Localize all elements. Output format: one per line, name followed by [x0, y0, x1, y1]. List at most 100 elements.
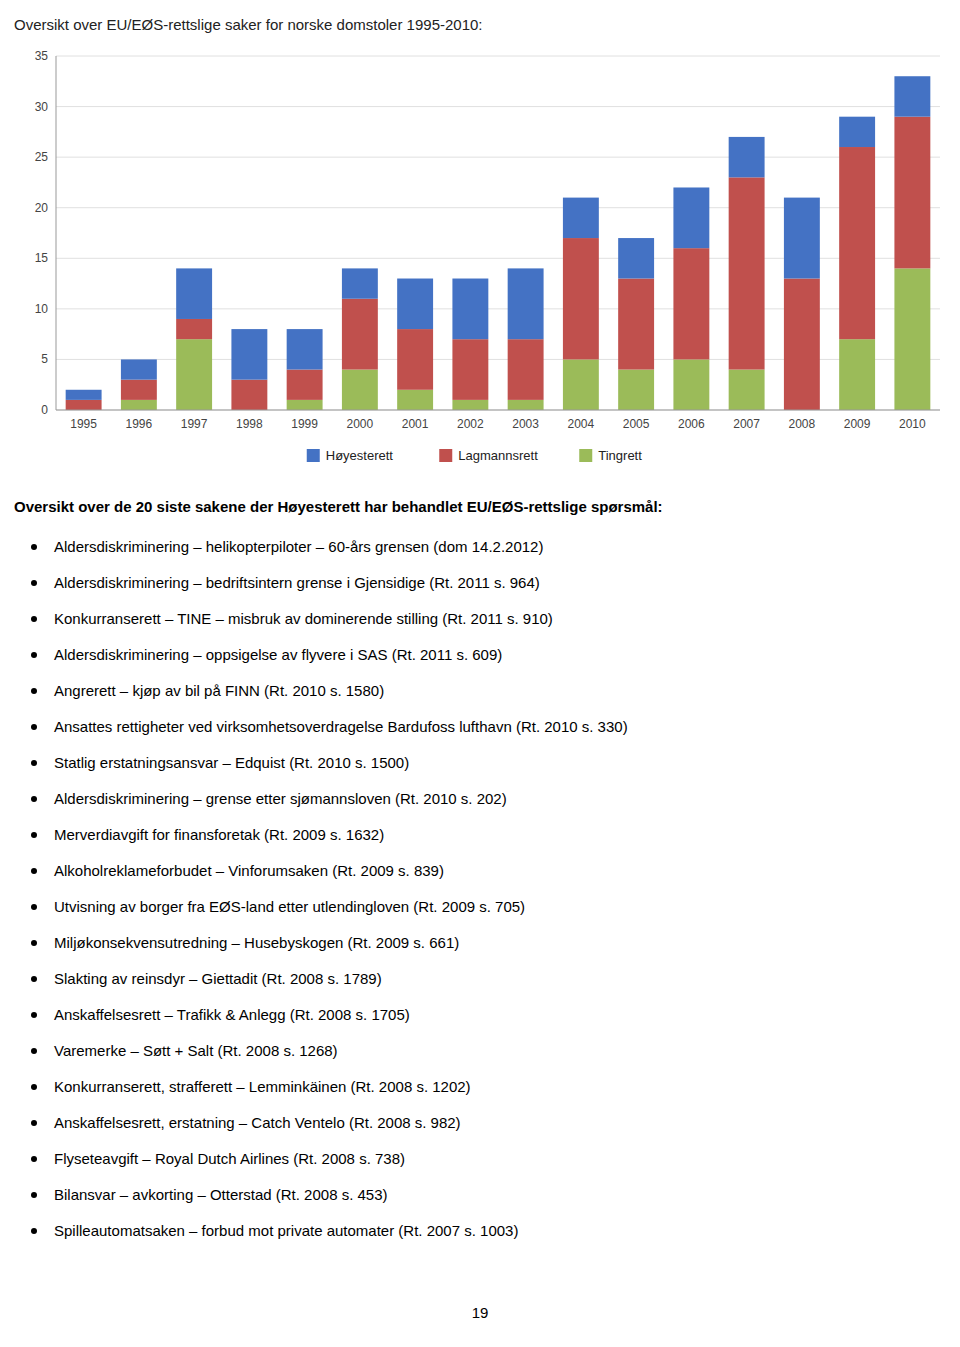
x-tick-label: 2009 — [844, 417, 871, 431]
bullet-text: Aldersdiskriminering – helikopterpiloter… — [54, 538, 543, 555]
bullet-dot — [31, 544, 37, 550]
bar-segment — [66, 400, 102, 410]
bar-segment — [342, 370, 378, 410]
grid-line — [56, 56, 940, 57]
y-axis — [56, 56, 57, 410]
bullet-dot — [31, 1156, 37, 1162]
bar-segment — [176, 268, 212, 319]
x-tick-label: 2001 — [402, 417, 429, 431]
x-tick-label: 1998 — [236, 417, 263, 431]
x-tick-label: 1999 — [291, 417, 318, 431]
bar-segment — [231, 380, 267, 410]
bullet-text: Ansattes rettigheter ved virksomhetsover… — [54, 718, 628, 735]
bullet-dot — [31, 1120, 37, 1126]
bar-segment — [121, 380, 157, 400]
legend: HøyesterettLagmannsrettTingrett — [307, 448, 642, 463]
y-tick-label: 10 — [35, 302, 49, 316]
bullet-dot — [31, 868, 37, 874]
bullet-text: Aldersdiskriminering – grense etter sjøm… — [54, 790, 507, 807]
y-tick-label: 0 — [41, 403, 48, 417]
legend-label: Tingrett — [598, 448, 642, 463]
bullet-dot — [31, 652, 37, 658]
x-tick-label: 2003 — [512, 417, 539, 431]
bullet-dot — [31, 940, 37, 946]
bar-segment — [563, 359, 599, 410]
bar-segment — [397, 279, 433, 330]
bullet-text: Anskaffelsesrett – Trafikk & Anlegg (Rt.… — [54, 1006, 410, 1023]
bullet-dot — [31, 904, 37, 910]
bar-segment — [452, 400, 488, 410]
bar-segment — [508, 339, 544, 400]
page: Oversikt over EU/EØS-rettslige saker for… — [0, 0, 960, 1347]
bar-segment — [839, 117, 875, 147]
bar-segment — [176, 339, 212, 410]
bullet-dot — [31, 580, 37, 586]
bar-segment — [452, 339, 488, 400]
bullet-dot — [31, 976, 37, 982]
y-tick-label: 25 — [35, 150, 49, 164]
x-tick-label: 2002 — [457, 417, 484, 431]
bullet-dot — [31, 688, 37, 694]
page-number: 19 — [472, 1304, 489, 1321]
bullet-text: Bilansvar – avkorting – Otterstad (Rt. 2… — [54, 1186, 388, 1203]
bar-segment — [729, 177, 765, 369]
bullet-text: Miljøkonsekvensutredning – Husebyskogen … — [54, 934, 459, 951]
chart: 0510152025303519951996199719981999200020… — [35, 49, 940, 463]
x-tick-label: 1996 — [126, 417, 153, 431]
legend-swatch — [579, 449, 592, 462]
x-tick-label: 2007 — [733, 417, 760, 431]
x-tick-label: 2008 — [789, 417, 816, 431]
x-tick-label: 2006 — [678, 417, 705, 431]
bullet-text: Utvisning av borger fra EØS-land etter u… — [54, 898, 525, 915]
bullet-dot — [31, 796, 37, 802]
bullet-text: Slakting av reinsdyr – Giettadit (Rt. 20… — [54, 970, 382, 987]
bar-segment — [894, 268, 930, 410]
bar-segment — [784, 198, 820, 279]
bullet-dot — [31, 724, 37, 730]
bar-segment — [397, 390, 433, 410]
bar-segment — [287, 370, 323, 400]
x-tick-label: 2005 — [623, 417, 650, 431]
bar-segment — [121, 359, 157, 379]
bar-segment — [508, 400, 544, 410]
legend-swatch — [307, 449, 320, 462]
bullet-text: Alkoholreklameforbudet – Vinforumsaken (… — [54, 862, 444, 879]
bullet-dot — [31, 1192, 37, 1198]
chart-title: Oversikt over EU/EØS-rettslige saker for… — [14, 16, 483, 33]
bullet-dot — [31, 1228, 37, 1234]
grid — [56, 56, 940, 410]
bar-segment — [839, 339, 875, 410]
bar-segment — [729, 137, 765, 177]
bullet-text: Konkurranserett – TINE – misbruk av domi… — [54, 610, 553, 627]
bar-segment — [673, 187, 709, 248]
y-tick-label: 20 — [35, 201, 49, 215]
bullet-text: Merverdiavgift for finansforetak (Rt. 20… — [54, 826, 384, 843]
bar-segment — [839, 147, 875, 339]
bullet-text: Spilleautomatsaken – forbud mot private … — [54, 1222, 518, 1239]
bar-segment — [618, 279, 654, 370]
bar-segment — [729, 370, 765, 410]
bar-segment — [66, 390, 102, 400]
grid-line — [56, 410, 940, 411]
grid-line — [56, 106, 940, 107]
x-tick-label: 1995 — [70, 417, 97, 431]
bullet-dot — [31, 1084, 37, 1090]
y-tick-label: 30 — [35, 100, 49, 114]
y-tick-label: 5 — [41, 352, 48, 366]
x-tick-label: 1997 — [181, 417, 208, 431]
legend-label: Høyesterett — [326, 448, 394, 463]
legend-swatch — [439, 449, 452, 462]
bullet-dot — [31, 832, 37, 838]
x-tick-label: 2000 — [347, 417, 374, 431]
bar-segment — [673, 359, 709, 410]
bar-segment — [287, 400, 323, 410]
y-tick-label: 15 — [35, 251, 49, 265]
bullet-text: Anskaffelsesrett, erstatning – Catch Ven… — [54, 1114, 461, 1131]
bar-segment — [397, 329, 433, 390]
bar-segment — [618, 238, 654, 278]
bullet-dot — [31, 1012, 37, 1018]
x-axis — [56, 410, 940, 411]
bullet-dot — [31, 616, 37, 622]
bullet-list: Aldersdiskriminering – helikopterpiloter… — [31, 538, 628, 1239]
x-tick-label: 2010 — [899, 417, 926, 431]
